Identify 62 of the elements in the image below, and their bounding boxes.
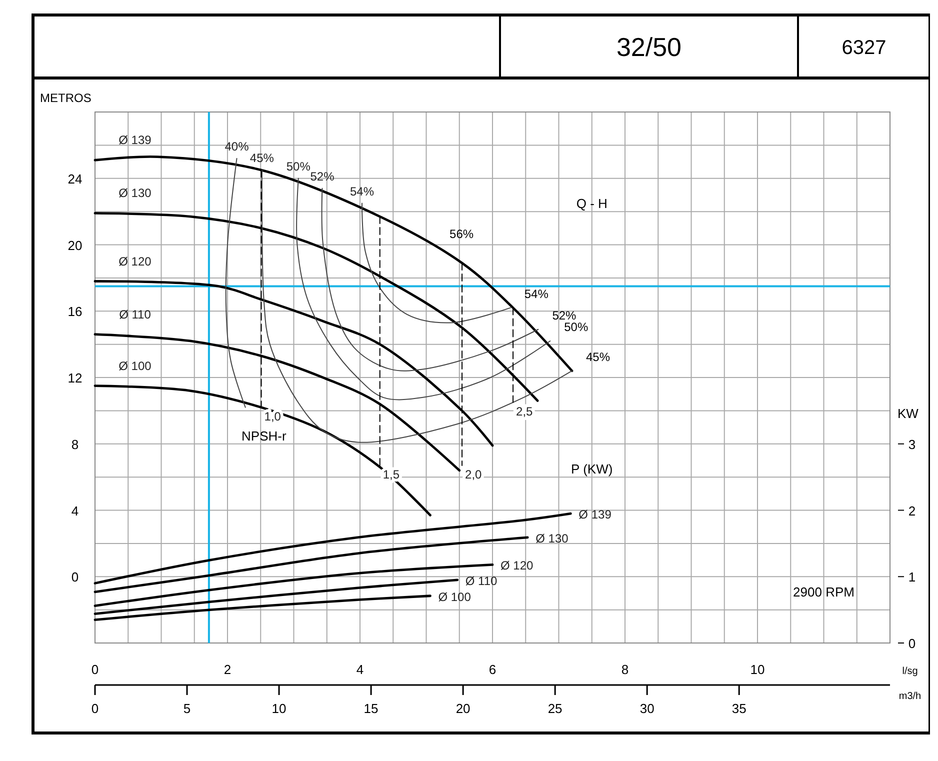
x-tick-label: 6	[488, 662, 496, 677]
y-axis-title: METROS	[40, 91, 92, 105]
series-label: 40%	[224, 139, 250, 154]
y2-tick-label: 1	[908, 570, 916, 585]
annotation: NPSH-r	[242, 428, 287, 444]
line-series	[361, 202, 511, 324]
annotation: 54%	[524, 286, 549, 301]
series-label: 2,0	[465, 467, 482, 482]
series-label: Ø 100	[118, 358, 152, 373]
y2-tick-label: 3	[908, 436, 916, 452]
y-tick-label: 0	[71, 570, 79, 585]
x2-tick-label: 35	[732, 701, 746, 716]
annotation: Q - H	[576, 196, 608, 212]
chart-subtitle: 6327	[842, 37, 886, 59]
x2-axis-title: m3/h	[898, 691, 922, 702]
annotation: P (KW)	[571, 462, 613, 477]
y-tick-label: 12	[68, 370, 82, 386]
x2-tick-label: 5	[183, 701, 191, 716]
series-label: Ø 139	[578, 508, 612, 522]
series-label: 52%	[310, 169, 335, 184]
annotation: 2900 RPM	[793, 584, 854, 600]
x-tick-label: 4	[356, 662, 364, 677]
x-tick-label: 0	[91, 662, 99, 677]
series-label: Ø 130	[118, 186, 152, 200]
x2-tick-label: 20	[456, 701, 470, 716]
series-label: 45%	[250, 151, 274, 166]
series-label: Ø 130	[536, 531, 569, 546]
series-label: Ø 120	[500, 558, 534, 573]
annotation: 56%	[450, 227, 474, 242]
y2-tick-label: 2	[908, 503, 916, 518]
annotation: 52%	[552, 308, 577, 322]
chart-title: 32/50	[616, 32, 682, 62]
series-label: Ø 110	[119, 307, 152, 322]
x2-tick-label: 10	[272, 701, 286, 716]
x-tick-label: 2	[224, 662, 232, 677]
series-label: Ø 110	[465, 574, 498, 588]
y-tick-label: 4	[71, 503, 79, 518]
series-label: 2,5	[516, 404, 534, 418]
x2-tick-label: 15	[364, 701, 378, 716]
y2-axis-title: KW	[898, 406, 920, 421]
x-tick-label: 10	[750, 662, 765, 677]
x2-tick-label: 30	[640, 701, 654, 716]
annotation: 50%	[564, 320, 588, 334]
y2-tick-label: 0	[908, 636, 916, 651]
y-tick-label: 8	[71, 436, 79, 452]
line-series	[94, 512, 572, 584]
series-label: Ø 100	[438, 590, 472, 604]
x2-tick-label: 0	[91, 701, 99, 716]
series-label: 50%	[286, 159, 311, 174]
y-tick-label: 20	[68, 238, 82, 253]
x-tick-label: 8	[621, 662, 629, 677]
annotation: 45%	[586, 350, 610, 364]
series-label: Ø 139	[118, 133, 152, 148]
y-tick-label: 16	[68, 304, 82, 320]
series-label: 54%	[350, 184, 374, 198]
x-axis-title: l/sg	[902, 666, 918, 677]
line-series	[225, 158, 246, 408]
x2-tick-label: 25	[548, 701, 562, 716]
series-label: Ø 120	[118, 254, 152, 268]
series-label: 1,0	[264, 409, 282, 424]
line-series	[94, 594, 432, 621]
y-tick-label: 24	[68, 171, 82, 186]
